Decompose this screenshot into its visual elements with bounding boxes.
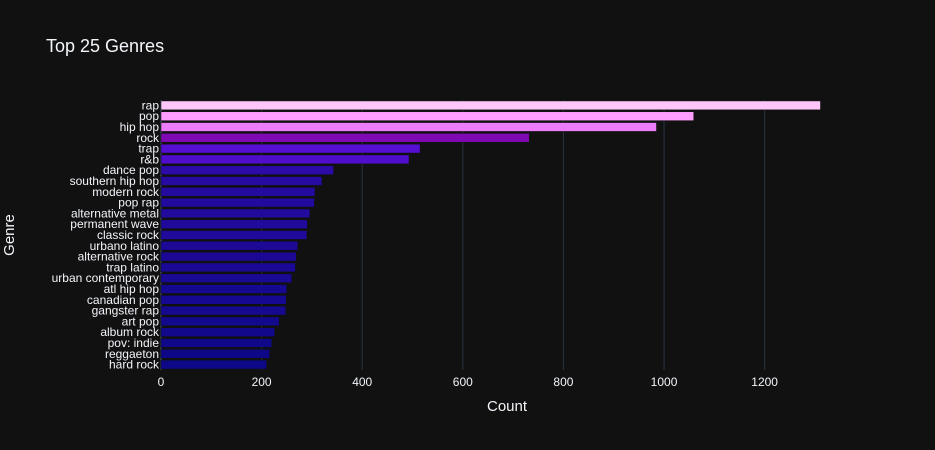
- bar-trap[interactable]: [160, 143, 421, 154]
- bar-rap[interactable]: [160, 100, 821, 111]
- y-tick-label: reggaeton: [105, 347, 159, 361]
- bar-modern-rock[interactable]: [160, 187, 316, 197]
- y-tick-label: gangster rap: [92, 304, 160, 318]
- bar-alternative-metal[interactable]: [160, 208, 311, 219]
- y-tick-label: hip hop: [120, 120, 160, 134]
- bar-gangster-rap[interactable]: [160, 305, 287, 316]
- y-tick-label: trap latino: [106, 260, 159, 274]
- x-tick-label: 0: [158, 375, 165, 389]
- x-tick-label: 800: [553, 375, 573, 389]
- bar-classic-rock[interactable]: [160, 230, 308, 240]
- y-tick-label: permanent wave: [70, 217, 159, 231]
- y-axis-title: Genre: [1, 214, 18, 256]
- y-tick-label: album rock: [100, 325, 160, 339]
- bar-trap-latino[interactable]: [160, 262, 296, 273]
- bar-permanent-wave[interactable]: [160, 219, 308, 229]
- bar-rock[interactable]: [160, 133, 530, 143]
- y-tick-label: trap: [138, 142, 159, 156]
- bar-hard-rock[interactable]: [160, 359, 267, 370]
- y-tick-label: rock: [136, 131, 160, 145]
- y-tick-label: pov: indie: [108, 336, 160, 350]
- bar-dance-pop[interactable]: [160, 165, 334, 175]
- x-axis-title: Count: [487, 398, 528, 415]
- bar-pop-rap[interactable]: [160, 197, 315, 208]
- bar-pov-indie[interactable]: [160, 338, 272, 348]
- bar-alternative-rock[interactable]: [160, 251, 297, 262]
- x-tick-label: 1000: [651, 375, 678, 389]
- y-tick-label: modern rock: [92, 185, 160, 199]
- bar-album-rock[interactable]: [160, 327, 275, 337]
- bars: [160, 100, 821, 370]
- bar-hip-hop[interactable]: [160, 122, 657, 132]
- x-tick-label: 200: [252, 375, 272, 389]
- y-tick-label: rap: [142, 98, 160, 112]
- y-tick-label: urbano latino: [90, 239, 160, 253]
- y-tick-label: atl hip hop: [104, 282, 160, 296]
- y-tick-label: urban contemporary: [52, 271, 159, 285]
- bar-pop[interactable]: [160, 111, 694, 121]
- bar-atl-hip-hop[interactable]: [160, 284, 288, 294]
- x-axis-ticks: 0 200 400 600 800 1000 1200: [158, 375, 779, 389]
- chart-title: Top 25 Genres: [46, 36, 164, 56]
- x-tick-label: 1200: [751, 375, 778, 389]
- y-tick-label: dance pop: [103, 163, 159, 177]
- bar-art-pop[interactable]: [160, 316, 280, 327]
- y-tick-label: pop rap: [118, 196, 159, 210]
- y-tick-label: southern hip hop: [70, 174, 160, 188]
- y-tick-label: alternative metal: [71, 206, 159, 220]
- bar-canadian-pop[interactable]: [160, 295, 287, 305]
- bar-urbano-latino[interactable]: [160, 241, 299, 251]
- y-tick-label: classic rock: [97, 228, 160, 242]
- x-tick-label: 400: [352, 375, 372, 389]
- bar-urban-contemporary[interactable]: [160, 273, 293, 283]
- y-tick-label: canadian pop: [87, 293, 159, 307]
- bar-reggaeton[interactable]: [160, 349, 270, 359]
- bar-southern-hip-hop[interactable]: [160, 176, 323, 186]
- bar-r-b[interactable]: [160, 154, 410, 165]
- y-tick-label: pop: [139, 109, 159, 123]
- x-tick-label: 600: [453, 375, 473, 389]
- y-tick-label: alternative rock: [78, 250, 160, 264]
- y-tick-label: r&b: [140, 152, 159, 166]
- y-tick-label: hard rock: [109, 358, 160, 372]
- y-tick-label: art pop: [122, 314, 160, 328]
